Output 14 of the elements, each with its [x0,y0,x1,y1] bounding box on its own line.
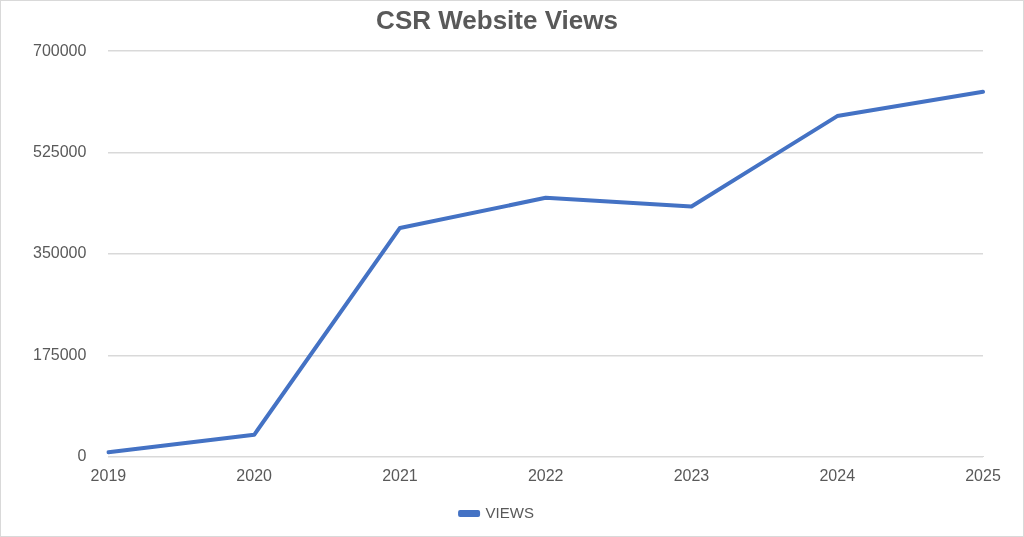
x-tick-label: 2024 [819,466,856,484]
x-tick-label: 2023 [673,466,710,484]
legend-label: VIEWS [485,503,534,521]
x-tick-label: 2021 [382,466,418,484]
y-tick-label: 175000 [33,345,87,363]
y-tick-label: 0 [77,447,87,465]
y-tick-label: 350000 [33,244,87,262]
x-tick-label: 2019 [90,466,127,484]
y-tick-label: 525000 [33,143,87,161]
chart-title: CSR Website Views [376,4,618,35]
x-tick-label: 2025 [965,466,1001,484]
y-tick-label: 700000 [33,41,87,59]
x-tick-label: 2020 [236,466,273,484]
x-tick-label: 2022 [527,466,564,484]
